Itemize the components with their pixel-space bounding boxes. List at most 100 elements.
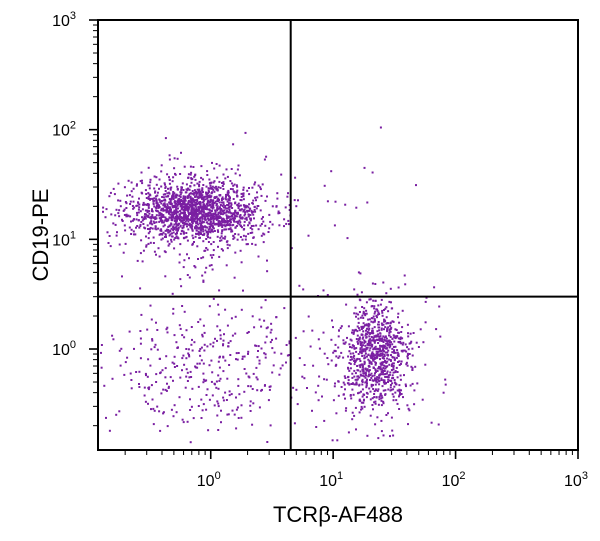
data-point	[378, 353, 381, 356]
data-point	[357, 313, 360, 316]
data-point	[377, 350, 380, 353]
data-point	[148, 216, 151, 219]
data-point	[394, 351, 397, 354]
data-point	[226, 204, 229, 206]
data-point	[246, 243, 249, 246]
data-point	[343, 375, 346, 378]
data-point	[372, 353, 375, 355]
data-point	[117, 199, 120, 202]
data-point	[269, 220, 272, 223]
data-point	[358, 311, 361, 313]
data-point	[407, 332, 409, 335]
data-point	[401, 337, 404, 340]
data-point	[148, 184, 151, 187]
data-point	[220, 208, 223, 211]
data-point	[382, 379, 385, 382]
data-point	[361, 363, 364, 366]
data-point	[317, 399, 320, 402]
data-point	[152, 216, 155, 219]
data-point	[127, 214, 130, 217]
data-point	[146, 328, 149, 331]
data-point	[196, 362, 199, 365]
data-point	[203, 343, 206, 346]
data-point	[130, 387, 133, 390]
data-point	[390, 307, 393, 310]
data-point	[181, 182, 184, 185]
data-point	[218, 199, 220, 201]
data-point	[225, 195, 227, 198]
data-point	[379, 350, 382, 353]
data-point	[191, 234, 194, 237]
data-point	[361, 350, 364, 353]
data-point	[168, 198, 171, 200]
data-point	[257, 345, 260, 348]
data-point	[376, 370, 379, 372]
data-point	[362, 368, 365, 371]
data-point	[154, 190, 157, 193]
data-point	[424, 363, 427, 366]
data-point	[403, 274, 406, 277]
data-point	[182, 212, 185, 215]
data-point	[373, 305, 376, 308]
data-point	[364, 314, 367, 317]
data-point	[234, 315, 237, 318]
data-point	[378, 366, 381, 369]
data-point	[169, 187, 172, 190]
data-point	[124, 201, 127, 203]
data-point	[399, 336, 402, 339]
data-point	[208, 178, 211, 181]
data-point	[381, 337, 383, 340]
data-point	[154, 227, 157, 230]
data-point	[255, 344, 258, 347]
data-point	[363, 398, 365, 401]
data-point	[169, 213, 172, 216]
data-point	[182, 219, 185, 222]
data-point	[188, 218, 191, 221]
data-point	[365, 380, 368, 383]
data-point	[383, 319, 386, 322]
data-point	[208, 230, 211, 233]
data-point	[244, 131, 247, 134]
data-point	[384, 326, 387, 329]
data-point	[385, 292, 388, 295]
data-point	[223, 220, 226, 223]
data-point	[263, 233, 266, 236]
data-point	[178, 253, 181, 256]
data-point	[195, 194, 198, 197]
data-point	[398, 364, 401, 366]
data-point	[179, 232, 182, 235]
data-point	[380, 419, 383, 422]
data-point	[226, 175, 229, 178]
data-point	[380, 377, 383, 380]
data-point	[384, 351, 387, 354]
data-point	[335, 355, 338, 358]
data-point	[207, 187, 210, 190]
data-point	[187, 176, 190, 179]
data-point	[162, 199, 165, 202]
data-point	[361, 325, 364, 328]
data-point	[159, 201, 162, 204]
data-point	[234, 211, 237, 214]
data-point	[408, 409, 411, 412]
data-point	[218, 164, 221, 167]
data-point	[377, 437, 380, 440]
data-point	[115, 208, 118, 211]
data-point	[406, 352, 409, 355]
data-point	[184, 216, 187, 219]
data-point	[190, 405, 193, 408]
data-point	[141, 260, 144, 263]
data-point	[366, 434, 369, 437]
data-point	[140, 171, 143, 174]
data-point	[415, 341, 418, 344]
data-point	[382, 371, 384, 374]
data-point	[199, 318, 202, 321]
data-point	[221, 218, 224, 221]
data-point	[199, 212, 202, 215]
data-point	[337, 335, 340, 338]
data-point	[225, 193, 227, 196]
data-point	[213, 223, 216, 226]
data-point	[381, 368, 383, 371]
data-point	[213, 186, 216, 189]
data-point	[376, 330, 379, 333]
data-point	[444, 383, 447, 386]
